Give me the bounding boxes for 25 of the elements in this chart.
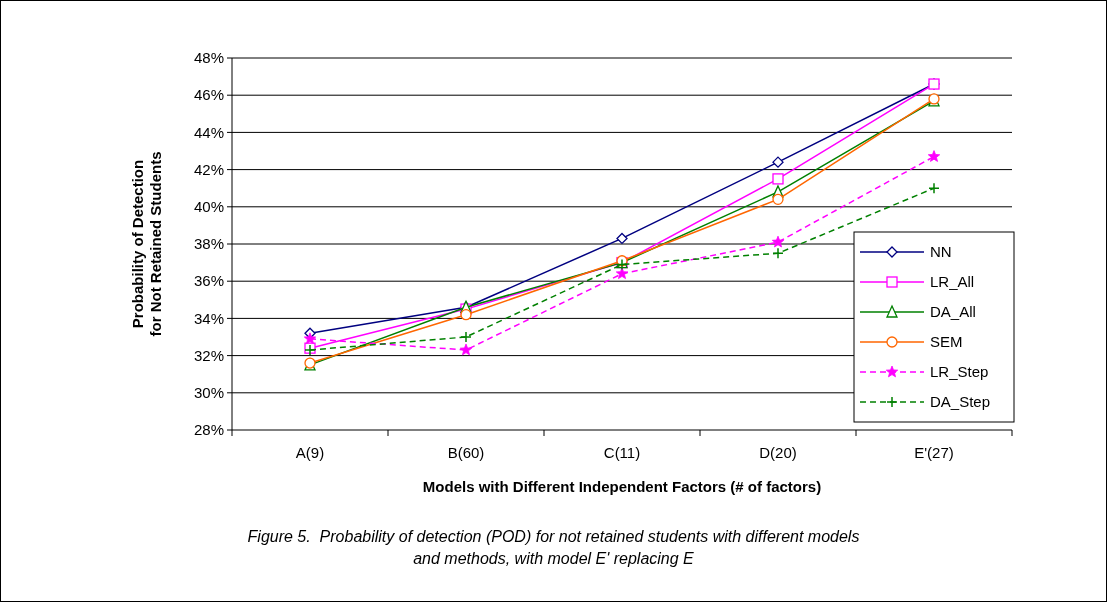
x-tick-label: E'(27) — [914, 444, 954, 461]
y-tick-label: 30% — [193, 384, 224, 402]
x-tick-label: C(11) — [603, 444, 641, 461]
legend-label: NN — [930, 243, 952, 261]
legend-label: DA_Step — [930, 393, 991, 411]
x-axis-title: Models with Different Independent Factors (# of factors) — [422, 478, 822, 495]
y-tick-label: 28% — [193, 421, 224, 439]
y-tick-label: 36% — [193, 272, 224, 290]
legend-label: LR_Step — [930, 363, 989, 381]
y-tick-label: 48% — [193, 49, 224, 67]
caption: Figure 5. Probability of detection (POD) for not retained students with different models and methods, with model E' replacing E — [247, 528, 860, 568]
x-tick-label: A(9) — [295, 444, 325, 461]
y-axis-title: Probability of Detection for Not Retained Students — [129, 151, 164, 337]
y-tick-label: 40% — [193, 198, 224, 216]
x-tick-label: B(60) — [447, 444, 485, 461]
y-tick-label: 38% — [193, 235, 224, 253]
legend-label: DA_All — [930, 303, 976, 321]
y-tick-label: 42% — [193, 160, 224, 178]
y-tick-label: 44% — [193, 123, 224, 141]
y-tick-label: 34% — [193, 309, 224, 327]
y-tick-label: 46% — [193, 86, 224, 104]
x-tick-label: D(20) — [759, 444, 797, 461]
legend-label: LR_All — [930, 273, 975, 291]
y-tick-label: 32% — [193, 346, 224, 364]
legend-label: SEM — [930, 333, 963, 351]
